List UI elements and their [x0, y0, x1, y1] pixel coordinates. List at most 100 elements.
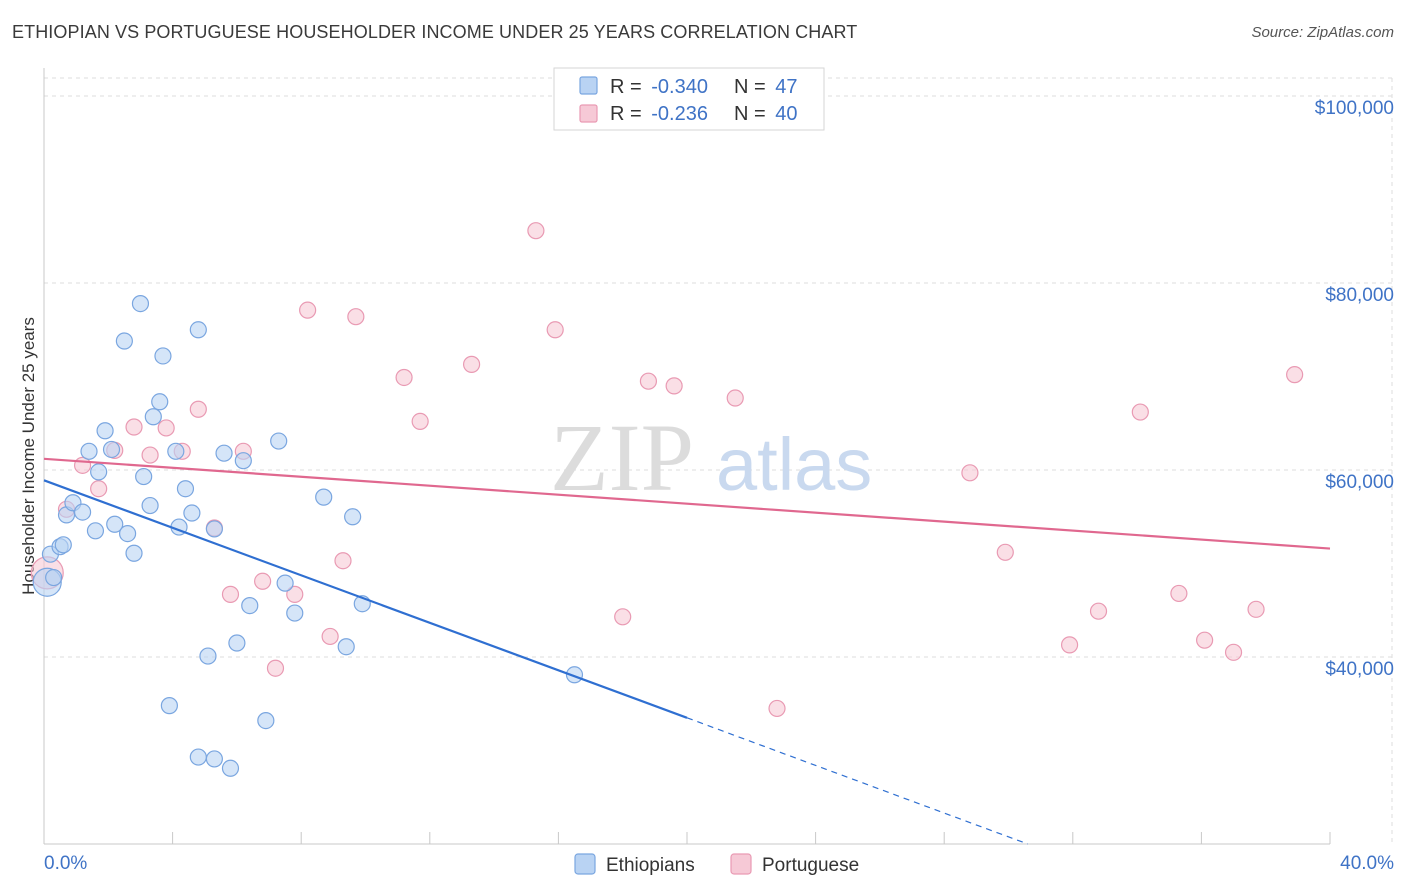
portuguese-point: [395, 368, 413, 387]
portuguese-point: [614, 608, 632, 626]
stats-legend: R = -0.340 N = 47 R = -0.236 N = 40: [553, 67, 825, 131]
portuguese-point: [639, 372, 658, 390]
ethiopian-point: [90, 463, 108, 481]
x-tick-labels: 0.0% 40.0%: [44, 853, 1394, 874]
ethiopian-point: [125, 544, 143, 562]
legend-n-value: 40: [775, 103, 797, 125]
ethiopian-point: [144, 408, 162, 426]
ethiopian-point: [189, 321, 207, 339]
ethiopian-point: [45, 568, 63, 587]
portuguese-point: [1196, 631, 1214, 649]
ethiopian-point: [228, 634, 246, 652]
series-legend-swatch-portuguese: [730, 853, 752, 875]
y-tick-label: $60,000: [1325, 472, 1394, 493]
ethiopian-point: [86, 522, 105, 540]
ethiopian-point: [205, 520, 223, 538]
ethiopian-point: [102, 440, 121, 459]
watermark-zip: ZIP: [550, 404, 694, 511]
portuguese-point: [347, 308, 365, 326]
y-tick-label: $40,000: [1325, 659, 1394, 680]
ethiopian-point: [221, 759, 240, 777]
legend-n-label: N =: [734, 76, 771, 98]
watermark-atlas: atlas: [716, 423, 872, 506]
ethiopian-point: [205, 750, 223, 768]
ethiopian-point: [183, 504, 201, 522]
legend-swatch-portuguese: [579, 104, 598, 123]
ethiopians-points: [32, 295, 584, 777]
ethiopian-point: [189, 748, 207, 766]
x-ticks: [43, 832, 1331, 844]
ethiopian-point: [96, 422, 114, 440]
portuguese-point: [961, 464, 979, 482]
ethiopian-point: [151, 393, 169, 411]
ethiopian-point: [141, 496, 159, 515]
ethiopian-point: [176, 480, 195, 498]
portuguese-point: [254, 572, 272, 590]
portuguese-point: [1089, 602, 1108, 620]
portuguese-point: [221, 585, 240, 603]
legend-row-portuguese: R = -0.236 N = 40: [610, 103, 798, 125]
ethiopian-point: [115, 332, 133, 350]
ethiopian-point: [54, 536, 72, 554]
ethiopian-point: [73, 503, 92, 521]
legend-r-value: -0.340: [651, 76, 708, 98]
portuguese-point: [1224, 643, 1243, 661]
portuguese-point: [1247, 600, 1265, 618]
legend-r-label: R =: [610, 76, 647, 98]
portuguese-point: [665, 377, 683, 395]
x-tick-label: 40.0%: [1340, 853, 1394, 874]
portuguese-point: [90, 480, 108, 498]
ethiopian-point: [80, 442, 98, 460]
ethiopian-point: [276, 574, 294, 592]
portuguese-trend-line: [43, 457, 1331, 550]
series-legend: Ethiopians Portuguese: [574, 853, 859, 876]
ethiopian-point: [154, 347, 172, 365]
portuguese-point: [299, 301, 317, 319]
legend-n-value: 47: [775, 76, 797, 98]
portuguese-point: [125, 418, 143, 436]
portuguese-point: [157, 419, 175, 437]
portuguese-point: [321, 627, 339, 646]
watermark: ZIP atlas: [550, 404, 872, 511]
ethiopian-point: [135, 467, 153, 486]
ethiopian-point: [286, 604, 304, 622]
ethiopian-point: [315, 488, 333, 506]
portuguese-point: [1060, 636, 1079, 654]
source-credit: Source: ZipAtlas.com: [1251, 24, 1394, 41]
ethiopian-point: [337, 638, 355, 656]
portuguese-point: [462, 355, 481, 373]
series-legend-portuguese: Portuguese: [762, 855, 859, 876]
ethiopian-point: [344, 508, 362, 526]
ethiopian-point: [270, 432, 288, 450]
legend-n-label: N =: [734, 103, 771, 125]
ethiopians-trend-line: [43, 479, 688, 719]
portuguese-point: [1170, 584, 1188, 603]
legend-swatch-ethiopians: [579, 76, 598, 95]
portuguese-point: [768, 699, 786, 718]
ethiopians-trend-extension: [686, 717, 1028, 845]
portuguese-point: [411, 412, 429, 431]
ethiopian-point: [257, 711, 275, 730]
portuguese-point: [726, 389, 744, 407]
ethiopian-point: [199, 647, 217, 665]
y-tick-label: $100,000: [1315, 98, 1394, 119]
ethiopian-point: [167, 442, 185, 460]
portuguese-point: [1131, 403, 1149, 421]
ethiopian-point: [160, 697, 178, 715]
portuguese-point: [334, 552, 352, 570]
y-tick-label: $80,000: [1325, 285, 1394, 306]
legend-r-value: -0.236: [651, 103, 708, 125]
legend-row-ethiopians: R = -0.340 N = 47: [610, 76, 798, 98]
portuguese-point: [141, 446, 159, 464]
ethiopian-point: [131, 295, 150, 313]
trend-lines: [43, 457, 1331, 845]
portuguese-point: [286, 585, 304, 603]
ethiopian-point: [241, 596, 259, 615]
portuguese-point: [996, 543, 1014, 561]
ethiopian-point: [118, 524, 137, 543]
stats-legend-box: [553, 67, 825, 131]
legend-r-label: R =: [610, 103, 647, 125]
portuguese-point: [546, 321, 564, 339]
